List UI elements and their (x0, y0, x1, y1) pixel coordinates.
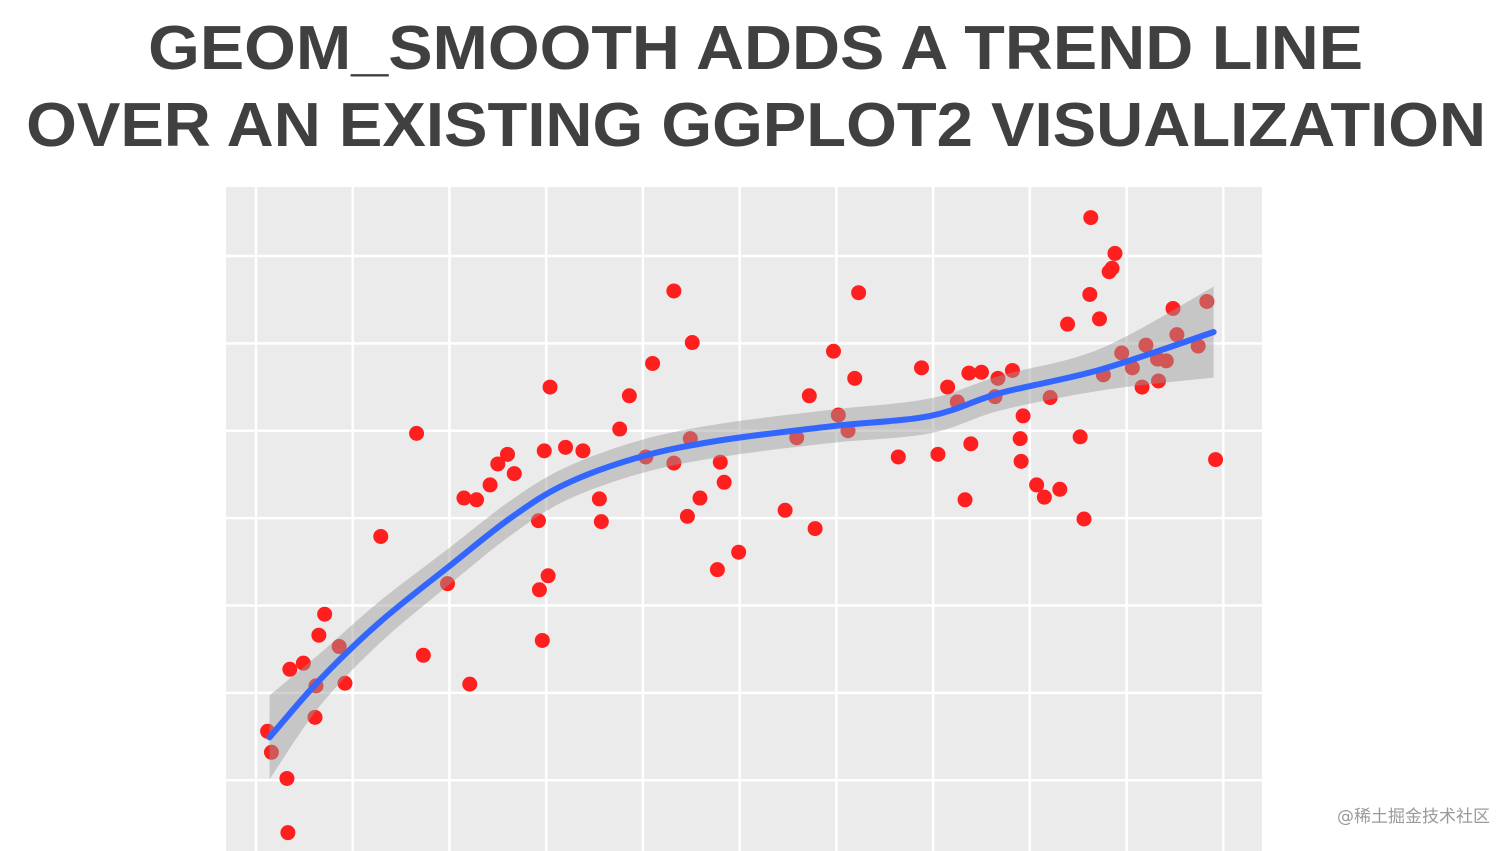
data-point (789, 430, 805, 446)
data-point (280, 825, 296, 841)
data-point (1165, 300, 1181, 316)
data-point (709, 562, 725, 578)
data-point (415, 647, 431, 663)
data-point (536, 443, 552, 459)
data-point (1052, 481, 1068, 497)
watermark: @稀土掘金技术社区 (1337, 807, 1490, 827)
data-point (1190, 338, 1206, 354)
data-point (930, 446, 946, 462)
data-point (801, 388, 817, 404)
data-point (957, 492, 973, 508)
data-point (1072, 429, 1088, 445)
data-point (973, 364, 989, 380)
data-point (469, 492, 485, 508)
data-point (1104, 260, 1120, 276)
data-point (591, 491, 607, 507)
data-point (1076, 511, 1092, 527)
data-point (1199, 293, 1215, 309)
data-point (1042, 390, 1058, 406)
data-point (542, 379, 558, 395)
data-point (731, 544, 747, 560)
data-point (482, 477, 498, 493)
data-point (534, 632, 550, 648)
data-point (295, 655, 311, 671)
data-point (777, 502, 793, 518)
confidence-band (269, 286, 1214, 780)
data-point (666, 283, 682, 299)
data-point (716, 474, 732, 490)
data-point (847, 370, 863, 386)
data-point (263, 744, 279, 760)
data-point (940, 379, 956, 395)
data-point (279, 770, 295, 786)
data-point (830, 407, 846, 423)
data-point (1134, 379, 1150, 395)
chart-title-line-1: GEOM_SMOOTH ADDS A TREND LINE (0, 18, 1512, 80)
data-point (1083, 210, 1099, 226)
data-point (1012, 431, 1028, 447)
data-point (575, 443, 591, 459)
data-point (621, 388, 637, 404)
data-point (530, 513, 546, 529)
data-point (1013, 453, 1029, 469)
data-point (712, 454, 728, 470)
data-point (692, 490, 708, 506)
data-point (825, 343, 841, 359)
data-point (645, 355, 661, 371)
data-point (1082, 286, 1098, 302)
data-point (506, 466, 522, 482)
data-point (307, 709, 323, 725)
data-point (540, 568, 556, 584)
data-point (1060, 316, 1076, 332)
data-point (990, 370, 1006, 386)
data-point (807, 521, 823, 537)
data-point (1114, 345, 1130, 361)
data-point (666, 455, 682, 471)
data-point (963, 436, 979, 452)
data-point (1124, 360, 1140, 376)
data-point (282, 661, 298, 677)
data-point (612, 421, 628, 437)
data-point (1150, 373, 1166, 389)
data-point (531, 582, 547, 598)
data-point (311, 627, 327, 643)
data-point (1138, 337, 1154, 353)
data-point (499, 446, 515, 462)
data-point (317, 606, 333, 622)
data-point (1004, 362, 1020, 378)
data-point (1107, 245, 1123, 261)
data-point (890, 449, 906, 465)
data-point (914, 360, 930, 376)
data-point (1015, 408, 1031, 424)
data-point (1029, 477, 1045, 493)
data-point (961, 365, 977, 381)
data-point (1036, 489, 1052, 505)
data-point (851, 285, 867, 301)
data-point (490, 456, 506, 472)
data-point (679, 508, 695, 524)
data-point (593, 514, 609, 530)
data-point (558, 439, 574, 455)
data-point (1169, 327, 1185, 343)
data-point (373, 528, 389, 544)
data-point (462, 676, 478, 692)
chart-title-line-2: OVER AN EXISTING GGPLOT2 VISUALIZATION (0, 95, 1512, 157)
data-point (440, 576, 456, 592)
data-point (331, 639, 347, 655)
data-point (456, 490, 472, 506)
title-text-1: GEOM_SMOOTH ADDS A TREND LINE (148, 14, 1364, 83)
trend-line (266, 329, 1217, 741)
scatter-plot (226, 187, 1262, 851)
data-point (409, 425, 425, 441)
data-point (1158, 353, 1174, 369)
data-point (684, 335, 700, 351)
data-point (337, 675, 353, 691)
data-point (1208, 452, 1224, 468)
data-point (1091, 311, 1107, 327)
title-text-2: OVER AN EXISTING GGPLOT2 VISUALIZATION (25, 91, 1486, 160)
